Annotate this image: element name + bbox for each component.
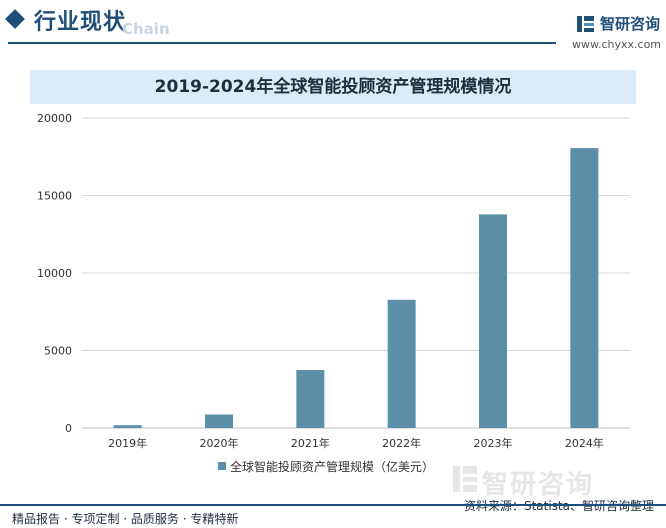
y-tick-label: 20000 — [37, 112, 72, 125]
section-title: 行业现状 — [34, 10, 127, 35]
header: 行业现状 Chain 智研咨询 www.chyxx.com — [0, 0, 666, 51]
brand-logo-icon — [577, 16, 594, 32]
x-tick-label: 2019年 — [108, 436, 147, 450]
watermark-text: 智研咨询 — [482, 470, 595, 500]
brand-name: 智研咨询 — [600, 15, 661, 33]
x-tick-label: 2023年 — [474, 436, 513, 450]
chart-title: 2019-2024年全球智能投顾资产管理规模情况 — [154, 77, 512, 97]
bar[interactable] — [296, 370, 325, 428]
legend-label: 全球智能投顾资产管理规模（亿美元） — [230, 459, 434, 474]
y-tick-label: 0 — [65, 422, 72, 435]
x-tick-label: 2024年 — [565, 436, 604, 450]
bar[interactable] — [205, 414, 233, 428]
x-tick-label: 2022年 — [382, 436, 421, 450]
bar[interactable] — [479, 214, 507, 428]
y-tick-label: 5000 — [44, 345, 72, 358]
x-tick-label: 2020年 — [200, 436, 239, 450]
section-subtitle: Chain — [122, 20, 170, 38]
footer-tagline: 精品报告 · 专项定制 · 品质服务 · 专精特新 — [12, 512, 239, 526]
chart-title-band — [30, 70, 636, 104]
watermark-logo-icon — [453, 466, 477, 492]
bar[interactable] — [387, 299, 416, 428]
bar[interactable] — [570, 148, 599, 428]
legend-swatch — [218, 462, 226, 470]
footer-divider — [0, 504, 666, 506]
bar[interactable] — [113, 425, 142, 428]
y-tick-label: 10000 — [37, 267, 72, 280]
brand-url[interactable]: www.chyxx.com — [572, 38, 662, 51]
y-tick-label: 15000 — [37, 190, 72, 203]
header-divider — [8, 42, 556, 44]
source-note: 资料来源：Statista、智研咨询整理 — [463, 499, 654, 513]
x-tick-label: 2021年 — [291, 436, 330, 450]
